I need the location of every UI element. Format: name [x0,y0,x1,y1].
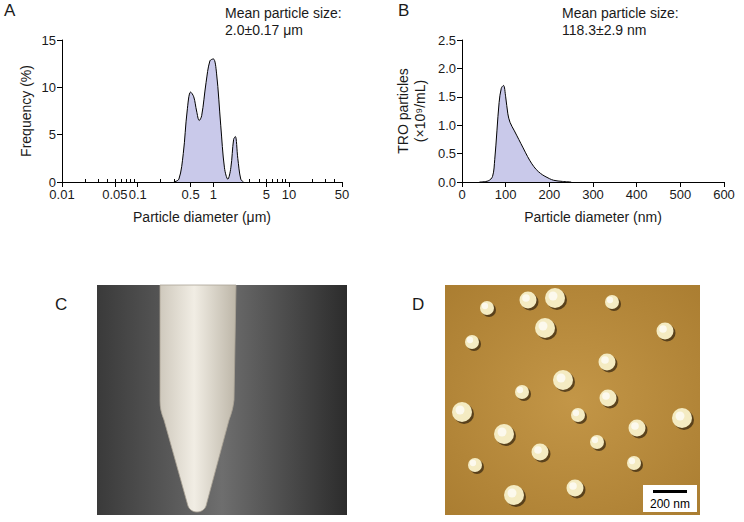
svg-text:Particle diameter (μm): Particle diameter (μm) [133,209,271,225]
svg-text:2.0±0.17 μm: 2.0±0.17 μm [225,22,303,38]
svg-text:200 nm: 200 nm [650,497,690,511]
svg-text:0.5: 0.5 [438,146,456,161]
svg-text:0.1: 0.1 [129,187,147,202]
svg-text:0: 0 [458,187,465,202]
svg-text:118.3±2.9 nm: 118.3±2.9 nm [562,22,646,38]
svg-text:1: 1 [210,187,217,202]
svg-text:0.5: 0.5 [182,187,200,202]
svg-text:500: 500 [669,187,691,202]
svg-text:15: 15 [42,33,56,48]
svg-text:2.5: 2.5 [438,33,456,48]
svg-text:5: 5 [49,127,56,142]
svg-text:TRO particles: TRO particles [395,68,411,154]
svg-text:A: A [4,1,16,20]
svg-text:1.0: 1.0 [438,118,456,133]
svg-text:0.01: 0.01 [49,187,74,202]
svg-text:D: D [412,295,424,314]
svg-text:Mean particle size:: Mean particle size: [562,5,679,21]
svg-text:400: 400 [626,187,648,202]
svg-text:5: 5 [263,187,270,202]
svg-text:1.5: 1.5 [438,89,456,104]
svg-text:50: 50 [335,187,349,202]
svg-text:200: 200 [538,187,560,202]
svg-text:10: 10 [42,80,56,95]
svg-text:300: 300 [582,187,604,202]
svg-text:C: C [55,295,67,314]
svg-text:0.05: 0.05 [102,187,127,202]
svg-text:600: 600 [713,187,735,202]
svg-text:Particle diameter (nm): Particle diameter (nm) [524,209,662,225]
svg-text:Frequency (%): Frequency (%) [18,65,34,157]
svg-text:0: 0 [48,174,56,190]
svg-text:Mean particle size:: Mean particle size: [225,5,342,21]
svg-text:0.0: 0.0 [438,175,456,190]
svg-text:10: 10 [282,187,296,202]
svg-text:B: B [398,1,409,20]
svg-text:(×10⁹/mL): (×10⁹/mL) [412,80,428,142]
svg-text:100: 100 [495,187,517,202]
svg-text:2.0: 2.0 [438,61,456,76]
